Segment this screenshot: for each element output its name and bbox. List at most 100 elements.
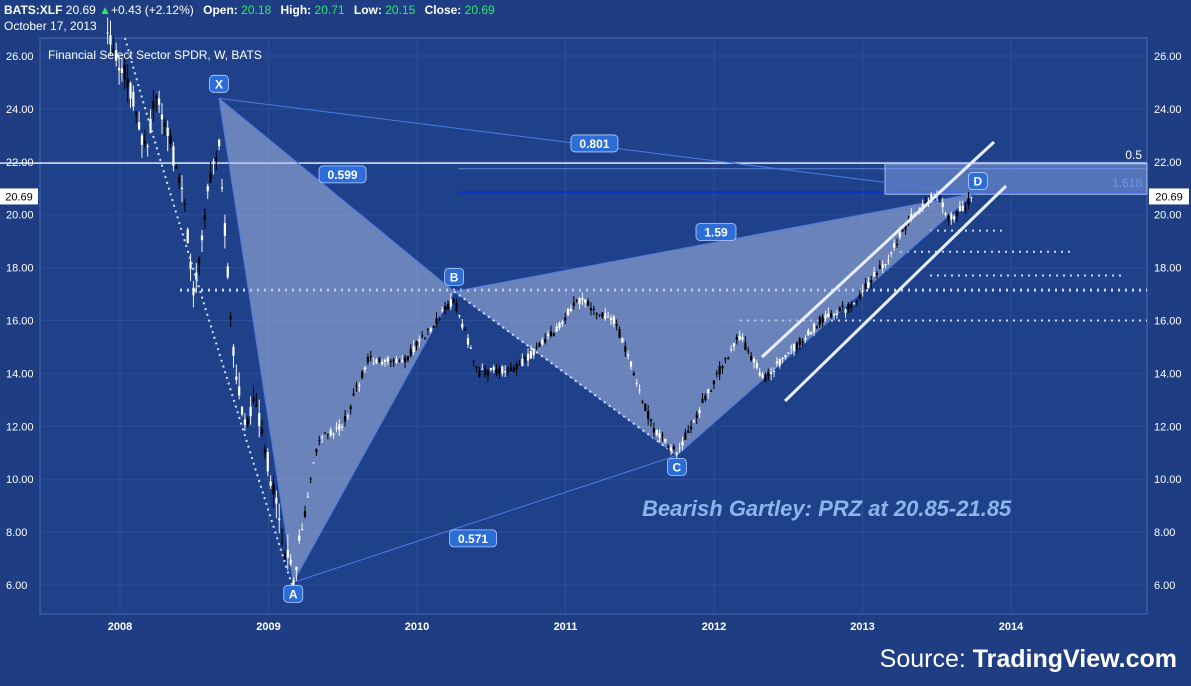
candle-body [955,211,959,216]
y-tick-label-right: 18.00 [1154,263,1182,275]
candle-body [458,315,461,317]
ratio-0.571-box [449,529,497,548]
candle-body [924,201,927,205]
candle-body [415,341,418,346]
candle-body [881,264,884,268]
point-d-text: D [974,175,983,189]
candle-body [178,176,181,183]
candle-body [509,367,512,371]
candle-body [312,462,315,464]
channel-upper [760,140,996,359]
candle-body [501,366,504,374]
candle-body [526,353,530,361]
candle-body [612,316,615,324]
candle-body [704,395,707,400]
candle-body [750,356,753,361]
candle-body [212,161,215,163]
candle-body [744,342,747,350]
candle-body [627,354,630,356]
candle-body [595,312,598,315]
candle-body [218,139,221,147]
candle-body [349,406,352,410]
candle-body [558,323,561,328]
candle-body [192,287,195,296]
candle-body [375,359,378,364]
source-prefix: Source: [879,645,973,673]
candle-body [747,350,750,352]
candle-body [341,426,344,428]
close-value: 20.69 [464,3,495,17]
candle-body [667,446,670,448]
candle-body [598,314,601,316]
candle-body [166,127,169,137]
candle-body [326,434,329,436]
candle-body [383,359,387,363]
candle-body [767,371,770,377]
candle-body [601,312,604,318]
candle-body [649,419,653,422]
candle-body [532,349,535,356]
candle-body [587,301,590,306]
candle-body [578,298,581,304]
candle-body [301,529,304,531]
up-arrow-icon: ▲ [99,3,112,17]
candle-body [246,419,249,425]
candle-body [715,372,718,374]
candle-body [481,368,484,370]
candle-body [266,452,269,472]
candle-body [852,302,856,304]
candle-body [535,346,538,348]
candle-body [466,338,470,345]
candle-body [315,448,318,453]
candle-body [607,316,610,318]
candle-body [504,371,507,373]
candle-body [484,369,487,376]
point-d-box [967,172,988,190]
candle-body [692,420,696,422]
candle-body [790,347,793,349]
candle-body [812,324,816,332]
y-tick-label-right: 12.00 [1154,421,1182,433]
candle-body [255,404,258,407]
candle-body [847,303,850,310]
candle-body [435,318,438,324]
candle-body [235,376,238,380]
candle-body [423,338,427,340]
candle-body [406,355,410,361]
prz-annotation: Bearish Gartley: PRZ at 20.85-21.85 [642,496,1012,521]
candle-body [238,386,241,396]
candle-body [904,223,907,230]
candle-body [498,368,501,374]
last-price-marker-right [1149,188,1189,205]
ratio-0.801-text: 0.801 [579,137,609,151]
candle-body [461,323,464,328]
candle-body [129,82,132,99]
candle-body [572,302,575,306]
candle-body [552,333,555,337]
candle-body [658,433,661,438]
candle-body [389,360,392,363]
candle-body [429,328,432,332]
low-label: Low: [353,3,382,17]
candle-body [758,372,761,376]
last-price-right-text: 20.69 [1155,191,1183,203]
candle-body [412,346,415,353]
candle-body [615,324,618,326]
candle-body [901,230,904,232]
candle-body [592,308,595,310]
candle-body [875,273,879,275]
candle-body [475,366,478,369]
high-value: 20.71 [314,3,345,17]
candle-body [884,263,887,265]
candle-body [632,372,635,376]
candle-body [495,368,498,375]
candle-body [426,328,430,330]
candle-body [441,309,444,311]
candle-body [827,313,830,318]
candle-body [770,372,773,375]
candle-body [701,398,704,403]
candle-body [358,384,361,387]
candle-body [469,347,472,349]
candle-body [810,331,813,334]
